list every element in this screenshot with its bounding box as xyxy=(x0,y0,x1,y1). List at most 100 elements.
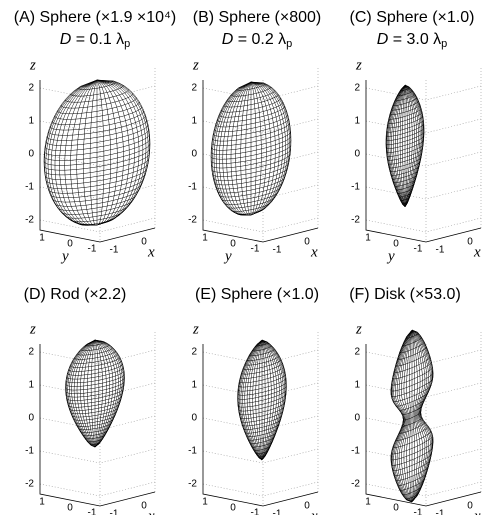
z-tick-label: 1 xyxy=(28,116,34,127)
grid-line xyxy=(202,349,319,365)
x-tick-label: 0 xyxy=(141,501,147,512)
z-tick-label: 0 xyxy=(28,413,34,424)
panel: (C) Sphere (×1.0) D = 3.0 λp 2 1 0 -1 -2 z 1 0 -1 y… xyxy=(350,9,482,264)
x-axis-label: x xyxy=(310,508,318,515)
grid-line xyxy=(39,118,156,134)
z-tick-label: 0 xyxy=(354,149,360,160)
y-tick-label: 1 xyxy=(202,497,208,508)
x-tick-label: -1 xyxy=(110,509,119,515)
z-tick-label: -2 xyxy=(25,215,34,226)
x-tick-label: -1 xyxy=(436,245,445,256)
x-axis-label: x xyxy=(147,508,155,515)
grid-line xyxy=(202,382,319,398)
axis-line xyxy=(202,80,319,243)
z-tick-label: 0 xyxy=(191,413,197,424)
z-tick-label: -1 xyxy=(25,182,34,193)
grid-line xyxy=(365,415,482,431)
y-tick-label: 1 xyxy=(202,233,208,244)
grid-line xyxy=(262,332,319,506)
x-axis-label: x xyxy=(310,244,318,260)
grid-line xyxy=(365,217,482,233)
panel-title: (E) Sphere (×1.0) xyxy=(195,286,319,303)
y-tick-label: 0 xyxy=(67,239,73,250)
surface-wireframe xyxy=(390,329,434,503)
x-tick-label: 0 xyxy=(141,237,147,248)
x-axis-label: x xyxy=(147,244,155,260)
grid-line xyxy=(365,382,482,398)
grid-line xyxy=(425,332,482,506)
z-tick-label: -1 xyxy=(25,446,34,457)
y-tick-label: 1 xyxy=(39,233,45,244)
surface-wireframe xyxy=(237,339,287,461)
z-tick-label: 0 xyxy=(354,413,360,424)
grid-line xyxy=(202,151,319,167)
grid-line xyxy=(365,448,482,464)
grid-line xyxy=(262,68,319,242)
z-axis-label: z xyxy=(29,57,36,73)
grid-line xyxy=(39,382,156,398)
grid-line xyxy=(202,217,319,233)
z-tick-label: -2 xyxy=(25,479,34,490)
x-tick-label: -1 xyxy=(436,509,445,515)
y-tick-label: -1 xyxy=(88,508,97,515)
y-tick-label: -1 xyxy=(414,244,423,255)
z-tick-label: 2 xyxy=(354,347,360,358)
y-tick-label: -1 xyxy=(414,508,423,515)
x-tick-label: 0 xyxy=(304,501,310,512)
z-tick-label: 0 xyxy=(28,149,34,160)
surface-wireframe xyxy=(210,81,292,216)
z-tick-label: -1 xyxy=(351,446,360,457)
y-tick-label: 1 xyxy=(365,497,371,508)
grid-line xyxy=(39,481,156,497)
x-axis-label: x xyxy=(473,244,481,260)
panel-title: (B) Sphere (×800) xyxy=(193,9,322,26)
grid-line xyxy=(202,481,319,497)
subtitle-text: = 3.0 λ xyxy=(388,31,441,48)
panel-title: (A) Sphere (×1.9 ×10⁴) xyxy=(14,9,177,26)
subtitle-sub: p xyxy=(441,38,447,50)
y-tick-label: -1 xyxy=(88,244,97,255)
z-tick-label: -1 xyxy=(188,182,197,193)
y-tick-label: 0 xyxy=(230,503,236,514)
panel-subtitle: D = 0.2 λp xyxy=(222,31,293,50)
grid-line xyxy=(202,85,319,101)
y-tick-label: 1 xyxy=(39,497,45,508)
y-axis-label: y xyxy=(386,248,395,264)
x-tick-label: 0 xyxy=(467,501,473,512)
y-tick-label: -1 xyxy=(251,508,260,515)
z-tick-label: 1 xyxy=(28,380,34,391)
z-axis-label: z xyxy=(355,57,362,73)
subtitle-var: D xyxy=(60,31,72,48)
grid-line xyxy=(202,448,319,464)
y-tick-label: 0 xyxy=(230,239,236,250)
grid-line xyxy=(39,184,156,200)
grid-line xyxy=(202,415,319,431)
z-tick-label: 2 xyxy=(28,83,34,94)
z-tick-label: -1 xyxy=(351,182,360,193)
z-tick-label: 1 xyxy=(191,380,197,391)
x-axis-label: x xyxy=(473,508,481,515)
y-tick-label: 0 xyxy=(393,503,399,514)
subtitle-sub: p xyxy=(286,38,292,50)
z-tick-label: -2 xyxy=(188,215,197,226)
panel-subtitle: D = 3.0 λp xyxy=(377,31,448,50)
panel-title: (D) Rod (×2.2) xyxy=(24,286,127,303)
subtitle-var: D xyxy=(377,31,389,48)
grid-line xyxy=(39,349,156,365)
grid-line xyxy=(365,151,482,167)
grid-line xyxy=(39,448,156,464)
axis-line xyxy=(365,80,482,243)
grid-line xyxy=(39,151,156,167)
grid-line xyxy=(425,68,482,242)
grid-line xyxy=(365,184,482,200)
z-tick-label: 2 xyxy=(191,347,197,358)
grid-line xyxy=(39,217,156,233)
grid-line xyxy=(365,481,482,497)
surface-wireframe xyxy=(43,79,151,226)
z-tick-label: 0 xyxy=(191,149,197,160)
z-tick-label: 2 xyxy=(191,83,197,94)
x-tick-label: 0 xyxy=(467,237,473,248)
